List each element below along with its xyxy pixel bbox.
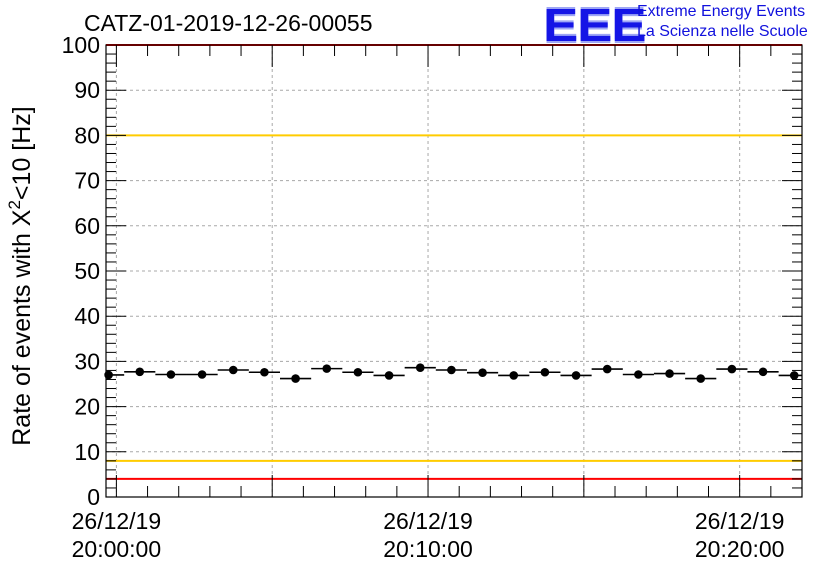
data-point [135,367,145,377]
data-point [384,371,394,380]
y-tick-label: 40 [74,303,100,329]
data-point [415,363,425,373]
y-tick-label: 10 [74,439,100,465]
eee-logo: EEE [543,0,647,51]
data-point [634,370,643,379]
data-point [758,367,768,377]
x-tick-label-date: 26/12/19 [383,508,473,534]
y-tick-label: 0 [87,484,100,510]
data-point [696,374,706,383]
y-tick-label: 90 [74,77,100,103]
reference-lines [106,44,802,480]
x-tick-label-date: 26/12/19 [695,508,785,534]
chart-title: CATZ-01-2019-12-26-00055 [84,10,373,36]
y-tick-label: 50 [74,258,100,284]
y-tick-label: 100 [62,32,100,58]
data-point [789,371,799,380]
data-point [353,367,363,377]
x-tick-label-time: 20:20:00 [695,536,785,562]
data-point [509,371,519,380]
data-point [166,370,176,379]
data-point [540,367,550,377]
x-tick-label-date: 26/12/19 [72,508,162,534]
x-tick-label-time: 20:10:00 [383,536,473,562]
data-point [478,368,487,378]
y-tick-label: 20 [74,394,100,420]
x-tick-label-time: 20:00:00 [72,536,162,562]
data-point [291,374,300,383]
data-point [260,367,269,377]
data-points [104,363,802,383]
data-point [727,364,737,374]
y-tick-label: 30 [74,348,100,374]
data-point [104,370,113,380]
data-point [571,371,581,380]
y-tick-label: 60 [74,213,100,239]
data-point [228,365,238,375]
axis-labels: 010203040506070809010026/12/1920:00:0026… [62,32,785,562]
y-tick-label: 70 [74,168,100,194]
y-axis-label: Rate of events with X2<10 [Hz] [5,106,36,446]
axis-ticks [106,44,803,498]
y-tick-label: 80 [74,122,100,148]
grid [106,45,802,497]
data-point [665,369,674,378]
data-point [602,364,612,374]
logo-line-2: La Scienza nelle Scuole [637,23,808,40]
data-point [322,364,332,373]
data-point [447,365,456,375]
data-point [197,370,207,379]
logo-line-1: Extreme Energy Events [637,3,806,20]
